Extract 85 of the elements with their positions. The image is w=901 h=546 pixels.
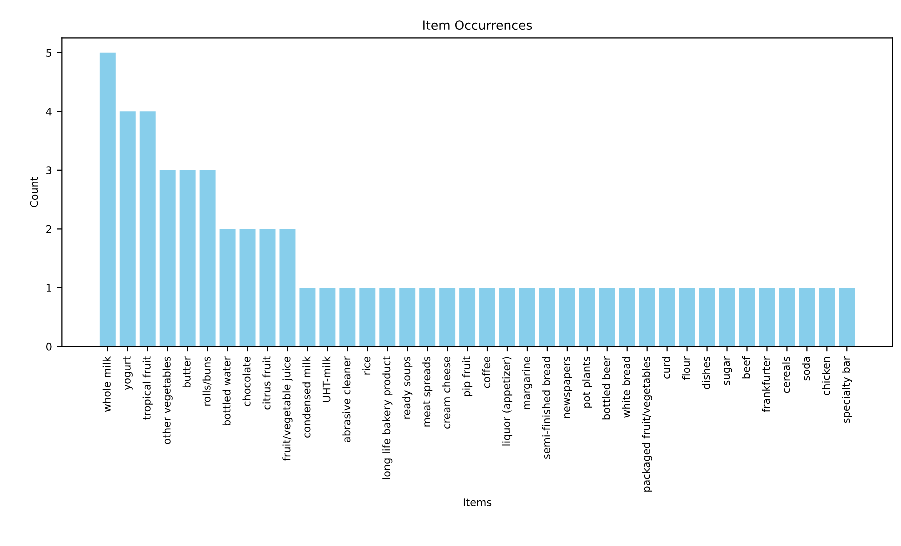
bar — [220, 229, 236, 347]
bar — [200, 170, 216, 347]
bar — [420, 288, 436, 347]
bar — [360, 288, 376, 347]
bar — [280, 229, 296, 347]
x-tick-label: frankfurter — [762, 356, 770, 412]
x-tick-label: ready soups — [402, 356, 413, 419]
x-tick-label: white bread — [622, 357, 630, 418]
y-tick-label: 4 — [46, 108, 52, 116]
bar — [739, 288, 756, 347]
x-tick-label: chocolate — [242, 356, 251, 406]
x-axis-title: Items — [464, 498, 492, 506]
x-tick-label: pip fruit — [462, 356, 473, 396]
bar — [120, 112, 136, 347]
y-tick-label: 1 — [46, 284, 52, 292]
x-tick-label: liquor (appetizer) — [502, 357, 513, 446]
bar — [460, 288, 476, 347]
bar — [519, 288, 536, 347]
x-tick-label: soda — [802, 357, 810, 381]
x-tick-label: rolls/buns — [202, 356, 212, 406]
x-tick-label: cream cheese — [442, 356, 451, 429]
y-tick-label: 0 — [46, 342, 52, 351]
x-tick-label: butter — [182, 356, 191, 388]
x-tick-label: sugar — [724, 356, 732, 386]
bar — [639, 288, 656, 347]
bar — [480, 288, 496, 347]
x-tick-label: fruit/vegetable juice — [282, 356, 293, 462]
x-tick-label: yogurt — [123, 356, 133, 390]
x-tick-label: newspapers — [564, 356, 572, 418]
y-tick-label: 3 — [46, 166, 52, 175]
bar — [160, 170, 176, 347]
x-tick-label: margarine — [522, 356, 533, 410]
x-tick-label: rice — [362, 356, 371, 375]
x-tick-label: dishes — [702, 356, 710, 390]
x-tick-label: coffee — [482, 356, 491, 388]
bar — [180, 170, 196, 347]
bar — [839, 288, 856, 347]
bar — [659, 288, 676, 347]
x-tick-label: bottled beer — [602, 356, 610, 420]
bar — [300, 288, 316, 347]
x-tick-label: meat spreads — [422, 356, 433, 427]
x-tick-label: UHT-milk — [322, 356, 331, 402]
bar — [819, 288, 836, 347]
bar — [559, 288, 576, 347]
bar — [779, 288, 796, 347]
bar — [759, 288, 776, 347]
bar — [500, 288, 516, 347]
x-tick-label: whole milk — [102, 356, 111, 412]
x-tick-label: pot plants — [582, 356, 592, 408]
chart-title: Item Occurrences — [424, 20, 532, 30]
bar — [619, 288, 636, 347]
bar — [240, 229, 256, 347]
bar — [400, 288, 416, 347]
y-axis-title: Count — [30, 177, 38, 208]
bar — [539, 288, 556, 347]
x-tick-label: curd — [662, 357, 670, 379]
y-tick-label: 2 — [46, 225, 52, 234]
bar — [679, 288, 696, 347]
bar — [380, 288, 396, 347]
bar — [440, 288, 456, 347]
x-tick-label: flour — [682, 356, 690, 380]
bar — [719, 288, 736, 347]
x-tick-label: packaged fruit/vegetables — [642, 356, 652, 492]
x-tick-label: bottled water — [222, 356, 231, 426]
bar — [260, 229, 276, 347]
x-tick-label: other vegetables — [162, 356, 173, 444]
bar — [100, 52, 116, 347]
x-tick-label: cereals — [782, 356, 790, 394]
x-tick-label: specialty bar — [842, 356, 852, 424]
y-tick-label: 5 — [46, 49, 52, 58]
bar — [340, 288, 356, 347]
x-tick-label: abrasive cleaner — [342, 356, 351, 442]
x-tick-label: beef — [742, 356, 750, 379]
x-tick-label: long life bakery product — [382, 356, 393, 480]
bar — [699, 288, 716, 347]
x-tick-label: chicken — [822, 357, 830, 396]
bar — [140, 112, 156, 347]
bar — [599, 288, 616, 347]
bar — [320, 288, 336, 347]
bar — [799, 288, 816, 347]
x-tick-label: citrus fruit — [262, 356, 271, 410]
bar — [579, 288, 596, 347]
x-tick-label: condensed milk — [302, 356, 311, 438]
x-tick-label: semi-finished bread — [542, 357, 550, 459]
x-tick-label: tropical fruit — [142, 356, 153, 420]
